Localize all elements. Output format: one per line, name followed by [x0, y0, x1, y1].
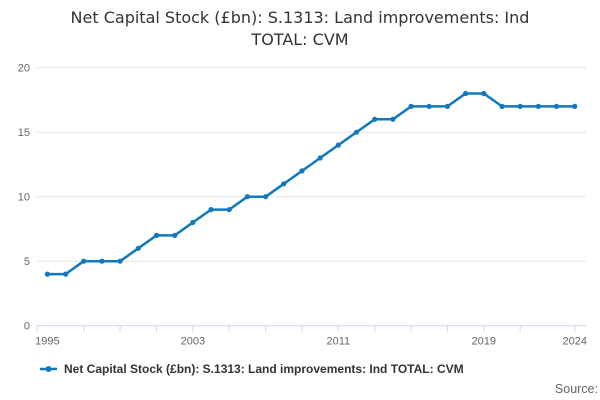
data-point[interactable] — [263, 194, 269, 200]
y-tick-label: 15 — [18, 127, 30, 139]
legend-marker-icon — [40, 366, 57, 372]
y-tick-label: 0 — [24, 321, 30, 333]
chart-title: Net Capital Stock (£bn): S.1313: Land im… — [0, 7, 600, 51]
x-tick-label: 2019 — [472, 336, 496, 348]
x-tick-label: 1995 — [35, 336, 59, 348]
data-point[interactable] — [281, 181, 287, 187]
data-point[interactable] — [499, 103, 505, 109]
data-point[interactable] — [481, 90, 487, 97]
data-point[interactable] — [99, 258, 105, 264]
series-line — [46, 92, 576, 276]
x-tick-label: 2011 — [326, 336, 350, 348]
y-tick-label: 10 — [18, 192, 30, 204]
x-tick-label: 2003 — [181, 336, 205, 348]
data-point[interactable] — [408, 103, 414, 109]
data-point[interactable] — [572, 103, 578, 109]
data-point[interactable] — [190, 219, 196, 226]
data-point[interactable] — [244, 194, 250, 200]
data-point[interactable] — [535, 103, 542, 109]
data-point[interactable] — [117, 258, 123, 264]
legend: Net Capital Stock (£bn): S.1313: Land im… — [40, 362, 464, 376]
data-point[interactable] — [390, 116, 396, 122]
data-point[interactable] — [426, 103, 432, 109]
data-point[interactable] — [208, 207, 214, 213]
source-label: Source: — [554, 382, 598, 396]
data-point[interactable] — [372, 116, 378, 122]
data-point[interactable] — [226, 207, 232, 213]
data-point[interactable] — [44, 271, 51, 277]
data-point[interactable] — [517, 103, 523, 109]
data-point[interactable] — [299, 168, 305, 174]
x-tick-label: 2024 — [562, 336, 586, 348]
legend-item-label[interactable]: Net Capital Stock (£bn): S.1313: Land im… — [64, 362, 464, 376]
data-point[interactable] — [135, 245, 141, 251]
data-point[interactable] — [335, 142, 341, 148]
line-chart: 0 5 10 15 20 1995 2003 2011 2019 2024 — [18, 63, 587, 348]
data-point[interactable] — [153, 232, 160, 238]
data-point[interactable] — [63, 271, 69, 277]
y-tick-label: 20 — [18, 63, 30, 75]
data-point[interactable] — [81, 258, 87, 264]
data-point[interactable] — [444, 103, 450, 109]
data-point[interactable] — [317, 155, 323, 161]
data-point[interactable] — [463, 90, 469, 97]
data-point[interactable] — [172, 232, 178, 238]
chart-title-line1: Net Capital Stock (£bn): S.1313: Land im… — [70, 8, 530, 27]
data-point[interactable] — [353, 129, 360, 135]
chart-title-line2: TOTAL: CVM — [251, 30, 349, 49]
data-point[interactable] — [553, 103, 560, 109]
y-tick-label: 5 — [24, 256, 30, 268]
